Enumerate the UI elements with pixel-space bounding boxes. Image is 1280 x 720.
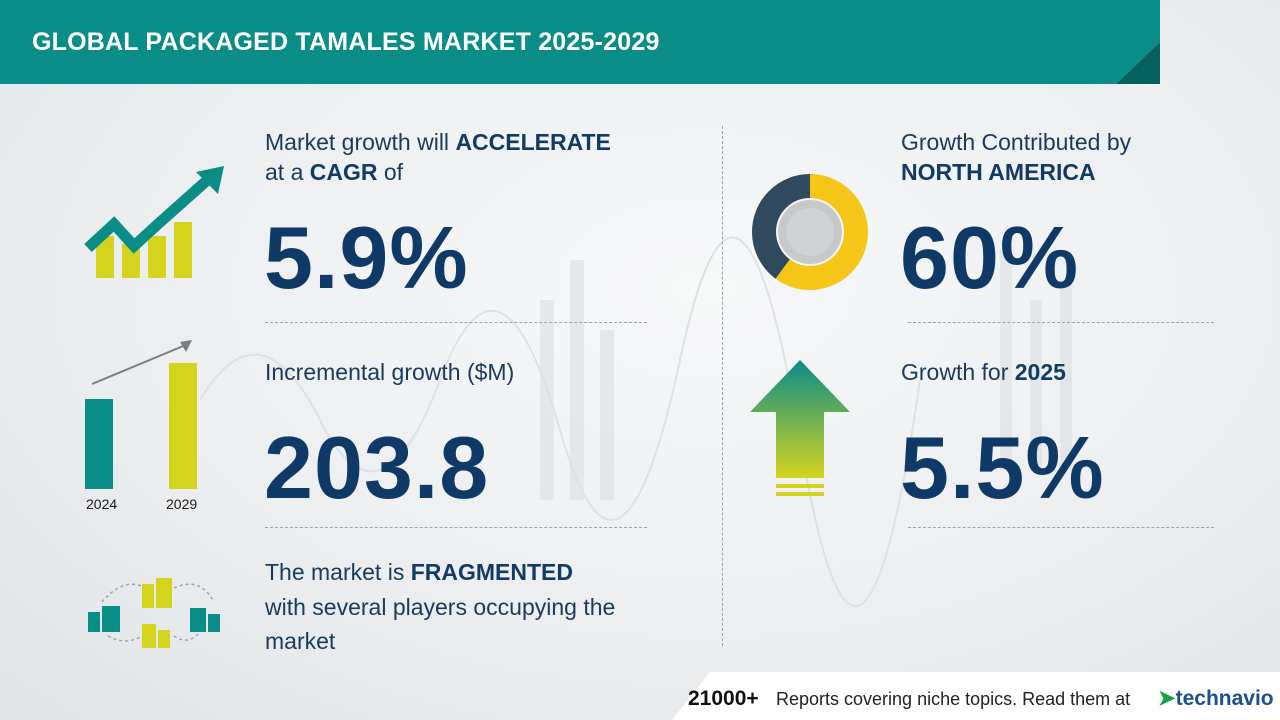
donut-hole xyxy=(786,208,834,256)
region-line-1: Growth Contributed by xyxy=(901,129,1132,155)
market-line-1-prefix: The market is xyxy=(265,559,411,585)
buildings-network-icon xyxy=(88,578,220,648)
growth-chart-icon xyxy=(84,166,224,278)
region-line-2: NORTH AMERICA xyxy=(901,156,1096,188)
cagr-line-2: at a CAGR of xyxy=(265,156,403,188)
yoy-label-prefix: Growth for xyxy=(901,359,1015,385)
technavio-logo-mark-icon: ➤ xyxy=(1158,687,1176,710)
cagr-line-2-emphasis: CAGR xyxy=(309,159,378,185)
divider-incremental xyxy=(265,527,647,528)
technavio-logo-text: technavio xyxy=(1175,687,1274,710)
technavio-logo[interactable]: ➤technavio xyxy=(1158,686,1274,711)
market-line-2: with several players occupying the xyxy=(265,594,616,620)
header-banner xyxy=(0,0,1160,84)
yoy-value: 5.5% xyxy=(900,418,1105,517)
cagr-line-1-prefix: Market growth will xyxy=(265,129,456,155)
up-arrow-icon xyxy=(750,360,850,496)
cagr-line-2-prefix: at a xyxy=(265,159,310,185)
year-end-label: 2029 xyxy=(166,496,198,512)
divider-region xyxy=(908,322,1214,323)
cagr-line-1: Market growth will ACCELERATE xyxy=(265,126,611,158)
incremental-value: 203.8 xyxy=(264,418,490,517)
incremental-label: Incremental growth ($M) xyxy=(265,359,515,385)
divider-yoy xyxy=(908,527,1214,528)
donut-region-slice xyxy=(752,174,868,290)
bar-growth-icon xyxy=(85,340,197,489)
divider-cagr xyxy=(265,322,647,323)
donut-chart-icon xyxy=(752,174,868,290)
footer-count: 21000+ xyxy=(688,687,759,710)
region-name: NORTH AMERICA xyxy=(901,159,1096,185)
market-line-1-emphasis: FRAGMENTED xyxy=(410,559,573,585)
vertical-divider xyxy=(722,126,723,646)
footer-text: Reports covering niche topics. Read them… xyxy=(776,689,1131,709)
yoy-label: Growth for 2025 xyxy=(901,356,1066,388)
yoy-label-year: 2025 xyxy=(1014,359,1066,385)
cagr-line-2-suffix: of xyxy=(377,159,404,185)
year-start-label: 2024 xyxy=(86,496,118,512)
market-line-3: market xyxy=(265,628,336,654)
market-line-1: The market is FRAGMENTED xyxy=(265,556,573,588)
footer-bar xyxy=(672,672,1280,720)
cagr-value: 5.9% xyxy=(264,208,469,307)
cagr-line-1-emphasis: ACCELERATE xyxy=(455,129,611,155)
page-title: GLOBAL PACKAGED TAMALES MARKET 2025-2029 xyxy=(32,28,660,56)
region-value: 60% xyxy=(900,208,1080,307)
